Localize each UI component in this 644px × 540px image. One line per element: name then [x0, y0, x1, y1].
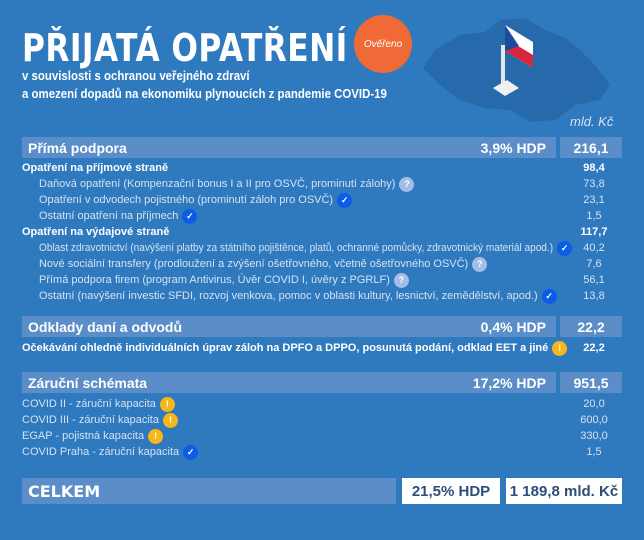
warning-icon[interactable]: !: [159, 396, 175, 412]
section-value: 951,5: [560, 372, 622, 393]
list-item: Ostatní opatření na příjmech ✓ 1,5: [22, 208, 622, 224]
item-label: Opatření v odvodech pojistného (prominut…: [39, 194, 334, 206]
section-value: 216,1: [560, 137, 622, 158]
section-title: Přímá podpora: [28, 139, 127, 156]
question-icon[interactable]: ?: [393, 272, 409, 288]
question-icon[interactable]: ?: [399, 176, 415, 192]
item-value: 22,2: [583, 342, 605, 354]
section-title: Záruční schémata: [28, 374, 148, 391]
verified-badge: Ověřeno: [357, 18, 409, 70]
section-hdp: 17,2% HDP: [472, 374, 546, 391]
list-item: Přímá podpora firem (program Antivirus, …: [22, 272, 622, 288]
item-value: 330,0: [580, 430, 608, 442]
item-label: Přímá podpora firem (program Antivirus, …: [39, 274, 390, 286]
list-item: EGAP - pojistná kapacita! 330,0: [22, 428, 622, 444]
item-value: 1,5: [586, 446, 602, 458]
item-value: 40,2: [583, 242, 605, 254]
item-value: 20,0: [583, 398, 605, 410]
page-title: PŘIJATÁ OPATŘENÍ: [22, 26, 348, 70]
item-value: 117,7: [580, 226, 608, 238]
item-label: COVID Praha - záruční kapacita: [22, 446, 180, 458]
section-header: Záruční schémata 17,2% HDP: [22, 372, 556, 393]
list-item: Daňová opatření (Kompenzační bonus I a I…: [22, 176, 622, 192]
warning-icon[interactable]: !: [162, 412, 178, 428]
item-value: 56,1: [583, 274, 605, 286]
unit-label: mld. Kč: [570, 114, 614, 129]
check-icon[interactable]: ✓: [541, 288, 557, 304]
item-label: Ostatní opatření na příjmech: [39, 210, 179, 222]
warning-icon[interactable]: !: [552, 340, 568, 356]
item-label: Očekávání ohledně individuálních úprav z…: [22, 342, 549, 354]
list-item: Opatření na příjmové straně 98,4: [22, 160, 622, 176]
list-item: Očekávání ohledně individuálních úprav z…: [22, 340, 622, 356]
list-item: COVID III - záruční kapacita! 600,0: [22, 412, 622, 428]
item-label: COVID II - záruční kapacita: [22, 398, 156, 410]
list-item: COVID II - záruční kapacita! 20,0: [22, 396, 622, 412]
section-hdp: 3,9% HDP: [480, 139, 546, 156]
check-icon[interactable]: ✓: [557, 240, 573, 256]
check-icon[interactable]: ✓: [337, 192, 353, 208]
warning-icon[interactable]: !: [148, 428, 164, 444]
item-value: 7,6: [586, 258, 602, 270]
item-value: 23,1: [583, 194, 605, 206]
item-label: Daňová opatření (Kompenzační bonus I a I…: [39, 178, 396, 190]
subtitle-line-1: v souvislosti s ochranou veřejného zdrav…: [22, 68, 250, 83]
list-item: COVID Praha - záruční kapacita ✓ 1,5: [22, 444, 622, 460]
item-value: 1,5: [586, 210, 602, 222]
section-header: Přímá podpora 3,9% HDP: [22, 137, 556, 158]
check-icon[interactable]: ✓: [183, 444, 199, 460]
item-value: 73,8: [583, 178, 605, 190]
item-label: EGAP - pojistná kapacita: [22, 430, 145, 442]
czech-map-illustration: [423, 18, 610, 122]
item-label: Oblast zdravotnictví (navýšení platby za…: [39, 242, 554, 254]
total-label: CELKEM: [22, 478, 396, 504]
item-label: Ostatní (navýšení investic SFDI, rozvoj …: [39, 290, 538, 302]
section-value: 22,2: [560, 316, 622, 337]
item-value: 98,4: [583, 162, 605, 174]
check-icon[interactable]: ✓: [182, 208, 198, 224]
item-value: 600,0: [580, 414, 608, 426]
list-item: Nové sociální transfery (prodloužení a z…: [22, 256, 622, 272]
question-icon[interactable]: ?: [472, 256, 488, 272]
total-value: 1 189,8 mld. Kč: [506, 478, 622, 504]
item-label: Opatření na příjmové straně: [22, 162, 169, 174]
list-item: Oblast zdravotnictví (navýšení platby za…: [22, 240, 622, 256]
list-item: Opatření na výdajové straně 117,7: [22, 224, 622, 240]
subtitle-line-2: a omezení dopadů na ekonomiku plynoucích…: [22, 86, 387, 101]
section-title: Odklady daní a odvodů: [28, 318, 183, 335]
section-hdp: 0,4% HDP: [480, 318, 546, 335]
item-label: COVID III - záruční kapacita: [22, 414, 159, 426]
section-header: Odklady daní a odvodů 0,4% HDP: [22, 316, 556, 337]
item-label: Opatření na výdajové straně: [22, 226, 170, 238]
item-value: 13,8: [583, 290, 605, 302]
list-item: Opatření v odvodech pojistného (prominut…: [22, 192, 622, 208]
total-hdp: 21,5% HDP: [402, 478, 500, 504]
item-label: Nové sociální transfery (prodloužení a z…: [39, 258, 469, 270]
list-item: Ostatní (navýšení investic SFDI, rozvoj …: [22, 288, 622, 304]
